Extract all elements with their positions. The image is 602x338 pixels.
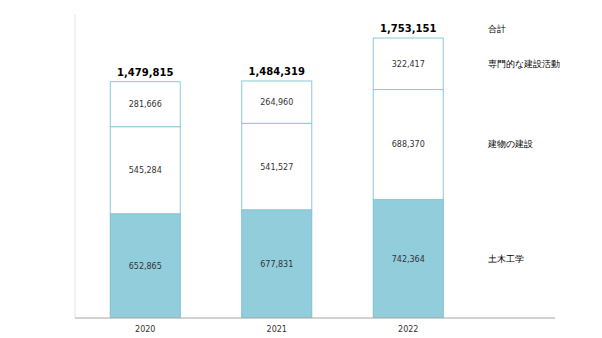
labels: 652,865 677,831 742,364 545,284 541,527 688,3… <box>117 23 560 334</box>
total-label: 1,479,815 <box>117 67 173 78</box>
total-label: 1,484,319 <box>249 66 305 77</box>
data-label: 677,831 <box>260 260 293 269</box>
data-label: 322,417 <box>392 60 425 69</box>
chart-container: 652,865 677,831 742,364 545,284 541,527 688,3… <box>0 0 602 338</box>
bar-segment <box>242 81 312 123</box>
legend-label: 合計 <box>488 24 506 34</box>
bars <box>110 38 443 318</box>
legend-label: 建物の建設 <box>487 139 533 149</box>
bar-segment <box>110 127 180 214</box>
x-tick-label: 2021 <box>267 325 287 334</box>
data-label: 541,527 <box>260 163 293 172</box>
legend-label: 専門的な建設活動 <box>488 59 560 69</box>
chart-svg: 652,865 677,831 742,364 545,284 541,527 688,3… <box>0 0 602 338</box>
bar-segment <box>373 90 443 200</box>
data-label: 545,284 <box>129 166 162 175</box>
data-label: 264,960 <box>260 98 293 107</box>
total-label: 1,753,151 <box>380 23 436 34</box>
data-label: 652,865 <box>129 262 162 271</box>
data-label: 688,370 <box>392 140 425 149</box>
bar-segment <box>110 214 180 318</box>
bar-segment <box>242 210 312 318</box>
y-axis-line <box>75 15 76 318</box>
data-label: 742,364 <box>392 255 425 264</box>
x-tick-label: 2022 <box>398 325 418 334</box>
bar-segment <box>242 123 312 209</box>
bar-segment <box>373 199 443 318</box>
x-tick-label: 2020 <box>135 325 155 334</box>
x-axis-line <box>75 318 555 319</box>
bar-segment <box>373 38 443 89</box>
legend-label: 土木工学 <box>488 254 524 264</box>
bar-segment <box>110 82 180 127</box>
data-label: 281,666 <box>129 100 162 109</box>
